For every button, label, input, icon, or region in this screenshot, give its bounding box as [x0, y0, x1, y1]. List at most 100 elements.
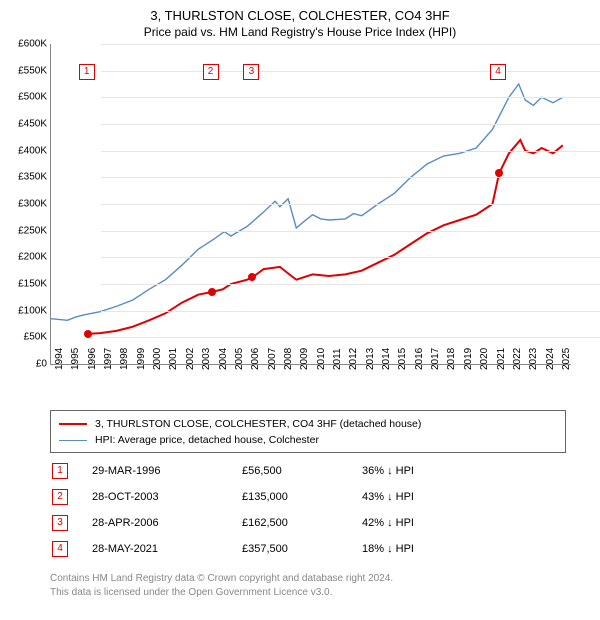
y-tick-label: £100K: [2, 305, 47, 316]
legend-swatch: [59, 440, 87, 441]
y-tick-label: £300K: [2, 199, 47, 210]
x-tick-label: 2022: [512, 348, 523, 370]
y-tick-label: £150K: [2, 279, 47, 290]
gridline: [101, 97, 600, 98]
legend-label: HPI: Average price, detached house, Colc…: [95, 432, 319, 448]
sale-marker-1: 1: [79, 64, 95, 80]
footer: Contains HM Land Registry data © Crown c…: [50, 572, 550, 600]
x-tick-label: 2020: [479, 348, 490, 370]
gridline: [101, 124, 600, 125]
x-tick-label: 2005: [234, 348, 245, 370]
x-tick-label: 2013: [365, 348, 376, 370]
x-tick-label: 2012: [348, 348, 359, 370]
sale-marker-4: 4: [490, 64, 506, 80]
gridline: [101, 257, 600, 258]
sale-row: 328-APR-2006£162,50042% ↓ HPI: [50, 510, 548, 536]
x-tick-label: 2016: [414, 348, 425, 370]
series-price_paid: [88, 140, 563, 334]
sale-row: 129-MAR-1996£56,50036% ↓ HPI: [50, 458, 548, 484]
y-tick-label: £200K: [2, 252, 47, 263]
x-tick-label: 2002: [185, 348, 196, 370]
plot-area: [50, 44, 571, 365]
x-tick-label: 1994: [54, 348, 65, 370]
y-tick-label: £250K: [2, 225, 47, 236]
sale-point-2: [208, 288, 216, 296]
y-tick-label: £550K: [2, 65, 47, 76]
x-tick-label: 2019: [463, 348, 474, 370]
y-tick-label: £350K: [2, 172, 47, 183]
sales-table: 129-MAR-1996£56,50036% ↓ HPI 228-OCT-2003…: [50, 458, 548, 562]
y-tick-label: £500K: [2, 92, 47, 103]
y-tick-label: £0: [2, 359, 47, 370]
legend-row: 3, THURLSTON CLOSE, COLCHESTER, CO4 3HF …: [59, 416, 557, 432]
gridline: [101, 284, 600, 285]
sale-point-3: [248, 273, 256, 281]
sale-index-box: 2: [52, 489, 68, 505]
sale-diff: 18% ↓ HPI: [362, 543, 548, 555]
x-tick-label: 2011: [332, 348, 343, 370]
x-tick-label: 2006: [250, 348, 261, 370]
x-tick-label: 1999: [136, 348, 147, 370]
sale-index-box: 3: [52, 515, 68, 531]
sale-date: 29-MAR-1996: [68, 465, 242, 477]
footer-line1: Contains HM Land Registry data © Crown c…: [50, 572, 550, 586]
y-tick-label: £450K: [2, 119, 47, 130]
x-tick-label: 2025: [561, 348, 572, 370]
x-tick-label: 2010: [316, 348, 327, 370]
sale-index-box: 1: [52, 463, 68, 479]
sale-diff: 43% ↓ HPI: [362, 491, 548, 503]
x-tick-label: 2003: [201, 348, 212, 370]
sale-row: 428-MAY-2021£357,50018% ↓ HPI: [50, 536, 548, 562]
sale-diff: 36% ↓ HPI: [362, 465, 548, 477]
x-tick-label: 1995: [70, 348, 81, 370]
footer-line2: This data is licensed under the Open Gov…: [50, 586, 550, 600]
sale-date: 28-APR-2006: [68, 517, 242, 529]
legend-row: HPI: Average price, detached house, Colc…: [59, 432, 557, 448]
x-tick-label: 2014: [381, 348, 392, 370]
x-tick-label: 2017: [430, 348, 441, 370]
sale-price: £56,500: [242, 465, 362, 477]
chart-area: £0 £50K £100K £150K £200K £250K £300K £350K £400…: [0, 44, 600, 400]
x-tick-label: 2023: [528, 348, 539, 370]
x-tick-label: 2021: [496, 348, 507, 370]
gridline: [101, 337, 600, 338]
y-tick-label: £600K: [2, 39, 47, 50]
legend: 3, THURLSTON CLOSE, COLCHESTER, CO4 3HF …: [50, 410, 566, 453]
sale-marker-3: 3: [243, 64, 259, 80]
sale-date: 28-MAY-2021: [68, 543, 242, 555]
x-tick-label: 2009: [299, 348, 310, 370]
gridline: [101, 204, 600, 205]
sale-index-box: 4: [52, 541, 68, 557]
sale-point-4: [495, 169, 503, 177]
gridline: [101, 311, 600, 312]
x-tick-label: 2018: [446, 348, 457, 370]
legend-label: 3, THURLSTON CLOSE, COLCHESTER, CO4 3HF …: [95, 416, 421, 432]
chart-title: 3, THURLSTON CLOSE, COLCHESTER, CO4 3HF: [0, 0, 600, 23]
sale-point-1: [84, 330, 92, 338]
y-tick-label: £400K: [2, 145, 47, 156]
sale-price: £357,500: [242, 543, 362, 555]
legend-swatch: [59, 423, 87, 425]
sale-price: £162,500: [242, 517, 362, 529]
sale-date: 28-OCT-2003: [68, 491, 242, 503]
x-tick-label: 1997: [103, 348, 114, 370]
y-tick-label: £50K: [2, 332, 47, 343]
chart-subtitle: Price paid vs. HM Land Registry's House …: [0, 23, 600, 39]
x-tick-label: 2007: [267, 348, 278, 370]
sale-diff: 42% ↓ HPI: [362, 517, 548, 529]
sale-price: £135,000: [242, 491, 362, 503]
gridline: [101, 71, 600, 72]
gridline: [101, 151, 600, 152]
x-tick-label: 1998: [119, 348, 130, 370]
x-tick-label: 2004: [218, 348, 229, 370]
page: { "title": "3, THURLSTON CLOSE, COLCHEST…: [0, 0, 600, 620]
gridline: [101, 177, 600, 178]
x-tick-label: 2000: [152, 348, 163, 370]
x-tick-label: 2001: [168, 348, 179, 370]
x-tick-label: 2008: [283, 348, 294, 370]
x-tick-label: 2024: [545, 348, 556, 370]
x-tick-label: 1996: [87, 348, 98, 370]
gridline: [101, 231, 600, 232]
sale-marker-2: 2: [203, 64, 219, 80]
x-tick-label: 2015: [397, 348, 408, 370]
